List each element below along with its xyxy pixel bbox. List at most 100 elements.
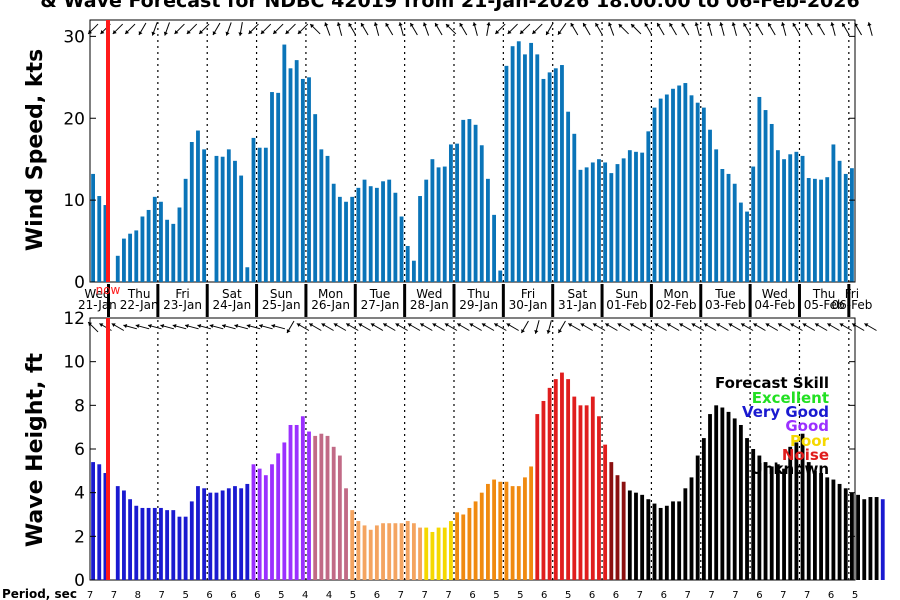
wave-bar <box>461 514 466 580</box>
wind-bar <box>387 179 392 282</box>
wind-tick-label: 0 <box>74 273 85 293</box>
wind-direction-arrow <box>459 22 468 36</box>
wave-bar <box>368 529 373 580</box>
wind-bar <box>819 179 823 282</box>
wave-direction-arrow <box>308 323 322 331</box>
date-label: 06-Feb <box>831 298 872 312</box>
wind-bar <box>455 143 459 282</box>
wind-direction-arrow <box>398 22 404 36</box>
wave-bar <box>819 473 823 580</box>
wave-bar <box>436 527 441 580</box>
wave-bar <box>405 521 410 580</box>
wind-direction-arrow <box>608 22 615 36</box>
wave-direction-arrow <box>679 323 692 331</box>
wave-direction-arrow <box>234 323 249 330</box>
wave-bar <box>782 468 786 580</box>
wind-bar <box>189 141 194 282</box>
wave-bars <box>91 320 885 580</box>
wave-panel: 0 2 4 6 8 10 12 Wave Height, ft Forecast Skill… <box>23 309 885 591</box>
wind-bar <box>529 42 534 282</box>
wind-direction-arrow <box>151 22 158 36</box>
wind-bar <box>560 65 564 282</box>
wind-bar <box>584 167 589 282</box>
wind-direction-arrow <box>309 23 321 35</box>
wave-direction-arrow <box>370 323 384 331</box>
wind-bar <box>128 233 133 282</box>
wind-direction-arrow <box>582 22 591 36</box>
wave-bar <box>251 464 256 580</box>
period-value: 5 <box>182 590 188 600</box>
wave-bar <box>294 424 299 580</box>
wind-direction-arrow <box>804 22 813 36</box>
wind-arrows <box>87 22 873 36</box>
wind-bar <box>763 110 768 282</box>
wave-bar <box>547 387 552 580</box>
wind-direction-arrow <box>348 22 357 36</box>
wind-bar <box>640 152 645 282</box>
wind-bar <box>239 175 244 282</box>
day-of-week-label: Sat <box>568 287 588 301</box>
wave-bar <box>239 488 244 580</box>
wind-bar <box>331 183 336 282</box>
wind-bar <box>430 159 435 282</box>
wave-bar <box>831 479 836 580</box>
date-label: 27-Jan <box>361 298 400 312</box>
wave-bar <box>331 446 336 580</box>
wave-bar <box>794 442 799 580</box>
date-label: 21-Jan <box>78 298 117 312</box>
wind-bar <box>794 151 799 282</box>
wave-direction-arrow <box>456 323 470 331</box>
wind-bar <box>288 68 293 283</box>
wave-direction-arrow <box>728 323 742 331</box>
wave-bar <box>535 414 540 580</box>
wave-bar <box>683 488 688 580</box>
wind-direction-arrow <box>519 23 531 35</box>
date-label: 05-Feb <box>804 298 845 312</box>
wave-direction-arrow <box>358 323 371 331</box>
wave-direction-arrow <box>271 323 286 330</box>
wave-direction-arrow <box>839 323 853 331</box>
wave-tick-label: 8 <box>74 396 85 416</box>
wind-direction-arrow <box>272 23 284 35</box>
wave-bar <box>560 372 564 580</box>
wind-bar <box>134 230 139 282</box>
wave-bar <box>788 446 793 580</box>
wind-bar <box>214 155 219 282</box>
day-of-week-label: Thu <box>812 287 836 301</box>
wave-bar <box>134 505 139 580</box>
wind-direction-arrow <box>225 22 232 36</box>
wave-direction-arrow <box>321 323 334 331</box>
wind-direction-arrow <box>656 22 665 36</box>
period-value: 6 <box>589 590 595 600</box>
period-value: 8 <box>135 590 141 600</box>
wind-bar <box>319 149 324 282</box>
wave-direction-arrow <box>258 323 273 330</box>
wave-bar <box>202 488 207 580</box>
date-label: 04-Feb <box>754 298 795 312</box>
wind-bar <box>782 159 786 282</box>
period-value: 6 <box>541 590 547 600</box>
wave-bar <box>393 523 398 580</box>
wind-direction-arrow <box>792 22 801 36</box>
period-row: 7 7 8 7 5 6 6 6 5 4 4 5 6 7 7 7 6 5 5 6 5 6 6 7 6 7 7 7 6 7 7 6 5 <box>87 590 858 600</box>
wind-bar <box>245 267 250 282</box>
period-value: 7 <box>445 590 451 600</box>
wave-direction-arrow <box>740 323 754 331</box>
now-marker: now <box>96 20 121 580</box>
wave-bar <box>541 400 546 580</box>
wind-direction-arrow <box>557 22 567 36</box>
legend-good: Good <box>785 417 829 435</box>
wave-direction-arrow <box>87 321 99 333</box>
wave-direction-arrow <box>642 323 655 331</box>
wind-bar <box>411 260 416 282</box>
wave-direction-arrow <box>345 323 359 331</box>
date-label: 02-Feb <box>656 298 697 312</box>
wave-bar <box>226 488 231 580</box>
wave-bar <box>553 379 558 580</box>
wave-bar <box>455 512 459 580</box>
wave-bar <box>356 521 361 580</box>
period-value: 6 <box>828 590 834 600</box>
period-value: 5 <box>493 590 499 600</box>
wind-bar <box>590 162 595 282</box>
wind-direction-arrow <box>124 23 136 35</box>
